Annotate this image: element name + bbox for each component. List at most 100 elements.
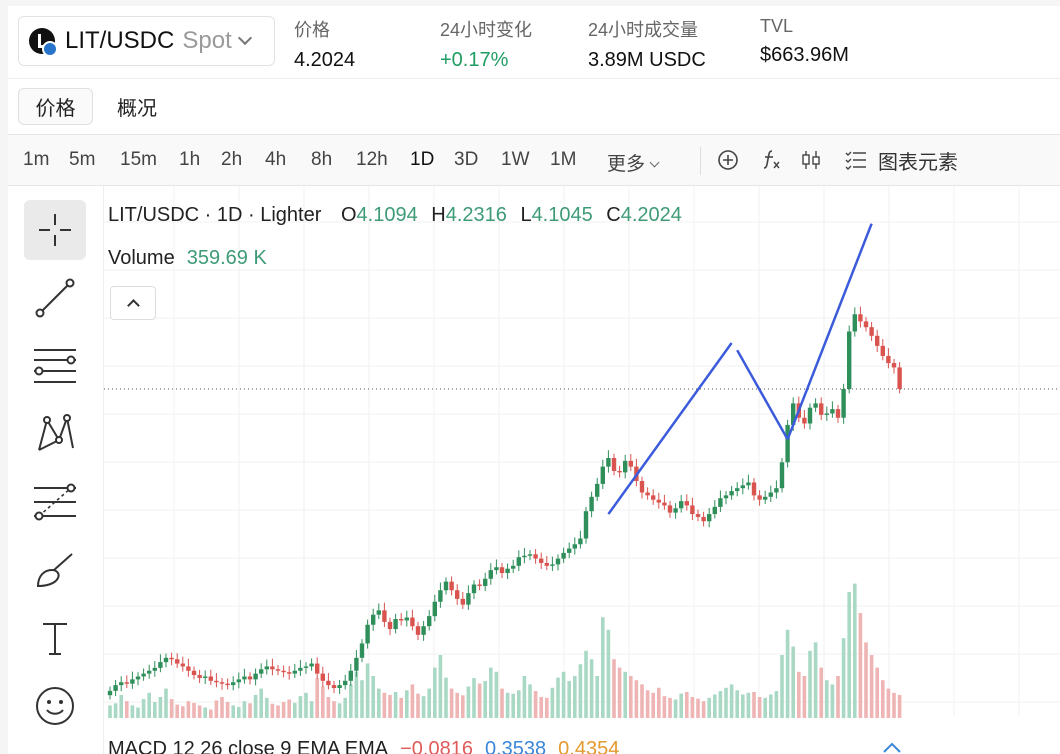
candle-body [208, 676, 213, 681]
candle-body [695, 514, 701, 517]
candle-body [124, 682, 129, 684]
candle-body [830, 409, 835, 414]
volume-bar [769, 694, 773, 718]
function-icon[interactable] [758, 147, 784, 173]
emoji-icon[interactable] [24, 676, 86, 736]
interval-5m[interactable]: 5m [69, 149, 96, 170]
candle-body [359, 643, 365, 658]
interval-8h[interactable]: 8h [311, 149, 333, 170]
pattern-icon[interactable] [24, 404, 86, 464]
volume-bar [606, 629, 611, 718]
volume-bar [209, 709, 213, 718]
candle-body [326, 680, 331, 686]
candle-body [875, 335, 880, 346]
volume-bar [847, 592, 851, 718]
candle-body [611, 458, 617, 471]
toolbar-divider [700, 147, 701, 175]
candle-body [751, 482, 757, 496]
candle-body [471, 584, 477, 594]
candle-body [488, 570, 493, 579]
volume-label: Volume [108, 247, 175, 269]
volume-bar [522, 676, 527, 718]
candles-icon[interactable] [800, 147, 822, 173]
interval-1m[interactable]: 1m [23, 149, 50, 170]
crosshair-icon[interactable] [24, 200, 86, 260]
candle-body [415, 626, 421, 635]
candle-body [259, 669, 264, 674]
chart-toolbar: 1m 5m 15m 1h 2h 4h 8h 12h 1D 3D 1W 1M 更多… [8, 134, 1060, 186]
volume-bar [360, 680, 364, 718]
candle-body [483, 578, 488, 586]
macd-line-value: 0.3538 [484, 738, 547, 754]
macd-histogram-value: −0.0816 [400, 738, 473, 754]
volume-bar [343, 697, 347, 718]
candle-body [802, 417, 807, 424]
candle-body [421, 626, 426, 635]
interval-3d[interactable]: 3D [454, 149, 479, 170]
volume-bar [881, 680, 885, 718]
legend-close: 4.2024 [620, 204, 682, 226]
volume-bar [438, 655, 443, 718]
candlestick-chart[interactable] [104, 186, 1060, 754]
candle-body [292, 670, 297, 674]
interval-12h[interactable]: 12h [356, 149, 388, 170]
volume-bar [477, 683, 482, 718]
interval-4h[interactable]: 4h [265, 149, 287, 170]
fib-icon[interactable] [24, 472, 86, 532]
candle-body [600, 466, 605, 484]
volume-bar [741, 694, 745, 718]
volume-bar [326, 697, 331, 718]
interval-1m-month[interactable]: 1M [550, 149, 577, 170]
candle-body [701, 516, 706, 522]
candle-body [298, 667, 303, 671]
lit-token-icon [29, 28, 58, 57]
candle-body [544, 562, 549, 566]
volume-bar [668, 697, 672, 718]
volume-bar [349, 684, 353, 718]
volume-bar [298, 696, 303, 718]
candle-body [578, 538, 583, 545]
interval-1d[interactable]: 1D [410, 149, 435, 170]
candle-body [869, 327, 874, 336]
candle-body [774, 488, 779, 493]
trend-line-icon[interactable] [24, 268, 86, 328]
view-tabs: 价格 概况 [8, 78, 1060, 134]
candle-body [236, 679, 241, 683]
volume-bar [248, 703, 252, 718]
volume-bar [365, 663, 370, 718]
price-chart[interactable]: LIT/USDC · 1D · Lighter O4.1094 H4.2316 … [104, 186, 1060, 754]
candle-body [404, 617, 409, 621]
more-intervals-button[interactable]: 更多 [607, 149, 660, 176]
plus-circle-icon[interactable] [716, 147, 740, 173]
volume-bar [321, 686, 325, 718]
volume-bar [332, 701, 336, 718]
candle-body [281, 670, 286, 673]
interval-1h[interactable]: 1h [179, 149, 201, 170]
volume-bar [657, 687, 661, 718]
brush-icon[interactable] [24, 540, 86, 600]
interval-15m[interactable]: 15m [120, 149, 157, 170]
candle-body [707, 514, 712, 522]
horizontal-lines-icon[interactable] [24, 336, 86, 396]
pair-selector[interactable]: LIT/USDC Spot [18, 16, 275, 66]
candle-body [203, 676, 208, 678]
volume-bar [130, 705, 135, 718]
tab-price[interactable]: 价格 [18, 88, 93, 125]
interval-2h[interactable]: 2h [221, 149, 243, 170]
volume-bar [304, 692, 308, 718]
candle-body [785, 424, 790, 463]
collapse-legend-button[interactable] [110, 286, 156, 320]
candle-body [253, 673, 258, 680]
candle-body [337, 685, 342, 688]
candle-body [555, 558, 561, 565]
candle-body [779, 462, 785, 489]
candle-body [645, 492, 650, 496]
candle-body [511, 565, 516, 569]
text-icon[interactable] [24, 608, 86, 668]
interval-1w[interactable]: 1W [501, 149, 530, 170]
volume-bar [293, 702, 297, 718]
candle-body [270, 666, 275, 670]
candle-body [617, 470, 622, 473]
tab-overview[interactable]: 概况 [117, 98, 157, 120]
chart-elements-button[interactable]: 图表元素 [844, 147, 958, 174]
